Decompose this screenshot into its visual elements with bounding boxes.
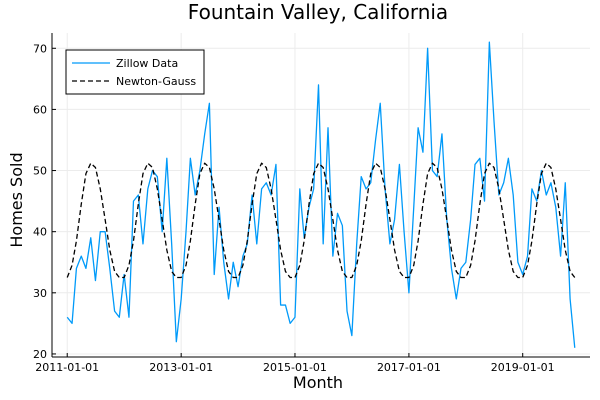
x-tick-label: 2019-01-01 — [491, 361, 555, 374]
y-axis-label: Homes Sold — [7, 152, 26, 247]
chart-title: Fountain Valley, California — [188, 0, 448, 24]
legend-box — [65, 49, 205, 95]
y-tick-label: 70 — [33, 42, 47, 55]
y-tick-label: 60 — [33, 103, 47, 116]
axes — [51, 33, 590, 358]
x-axis-label: Month — [293, 373, 343, 392]
x-tick-label: 2011-01-01 — [35, 361, 99, 374]
y-tick-label: 20 — [33, 348, 47, 361]
x-tick-label: 2013-01-01 — [149, 361, 213, 374]
series-line-newton-gauss — [66, 162, 576, 279]
y-tick-label: 50 — [33, 165, 47, 178]
x-tick-label: 2015-01-01 — [263, 361, 327, 374]
legend-label-newton-gauss: Newton-Gauss — [116, 75, 196, 88]
y-tick-label: 40 — [33, 226, 47, 239]
series-line-zillow-data — [66, 41, 576, 348]
legend-label-zillow-data: Zillow Data — [116, 57, 178, 70]
legend: Zillow Data Newton-Gauss — [65, 49, 205, 95]
x-tick-label: 2017-01-01 — [377, 361, 441, 374]
y-tick-label: 30 — [33, 287, 47, 300]
series-lines — [66, 41, 576, 348]
tick-labels: 20 30 40 50 60 70 2011-01-01 2013-01-01 2015-01-… — [33, 42, 555, 374]
